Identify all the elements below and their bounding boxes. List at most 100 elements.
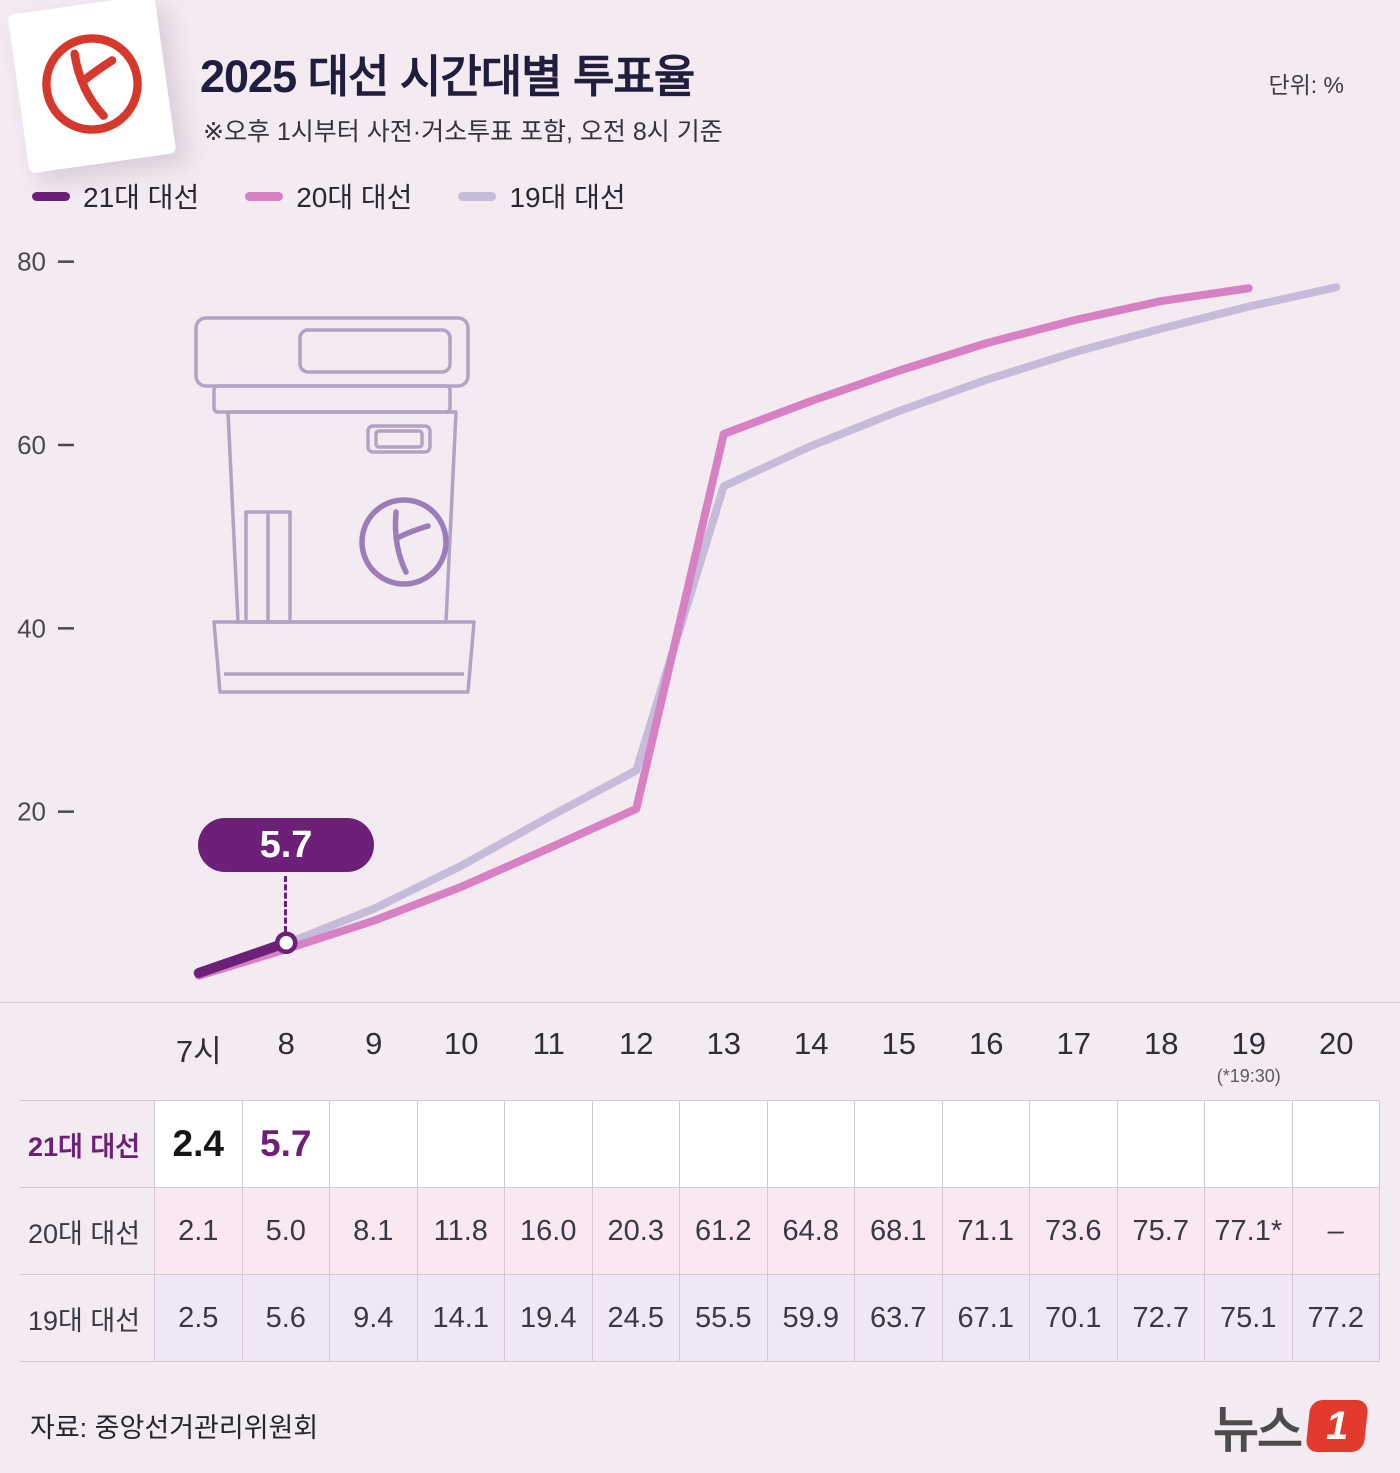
table-cell: 16.0 [505,1188,593,1274]
legend-swatch-21 [32,191,70,201]
y-axis-tick-label: 20 [17,797,46,827]
ballot-box-illustration [194,316,476,694]
news1-logo-text: 뉴스 [1213,1402,1303,1458]
table-cell: 71.1 [942,1188,1030,1274]
table-cell: 5.7 [242,1101,330,1187]
news1-logo-mark: 1 [1305,1400,1369,1452]
chart-table-divider [0,1002,1400,1003]
hour-header: 7시 [175,1034,222,1069]
election-mark-icon [42,34,142,134]
table-row: 19대 대선 2.5 5.6 9.4 14.1 19.4 24.5 55.5 59.9 63.7 6… [20,1275,1380,1362]
legend-label: 19대 대선 [509,182,626,213]
table-cell: 75.7 [1117,1188,1205,1274]
legend-item-20: 20대 대선 [245,176,412,216]
ballot-box-mark-icon [359,497,449,587]
table-cell [855,1101,943,1187]
table-cell [505,1101,593,1187]
table-cell [680,1101,768,1187]
news1-logo: 뉴스 1 [1213,1390,1369,1462]
hour-header: 18 [1144,1026,1179,1061]
legend-swatch-19 [458,191,497,201]
row-label: 19대 대선 [20,1275,155,1361]
table-cell: 67.1 [942,1275,1030,1361]
hour-header: 17 [1056,1026,1091,1061]
table-cell: 55.5 [680,1275,768,1361]
table-cell: 24.5 [592,1275,680,1361]
hour-header: 16 [969,1026,1004,1061]
table-cell: 11.8 [417,1188,505,1274]
chart-legend: 21대 대선 20대 대선 19대 대선 [32,176,626,216]
table-cell: 63.7 [855,1275,943,1361]
hour-header: 14 [794,1026,829,1061]
table-cell: 77.2 [1292,1275,1380,1361]
table-cell: 73.6 [1030,1188,1118,1274]
table-cell: 77.1* [1205,1188,1293,1274]
hour-header: 12 [619,1026,654,1061]
unit-label: 단위: % [1268,72,1344,98]
page-subtitle: ※오후 1시부터 사전·거소투표 포함, 오전 8시 기준 [203,118,723,146]
legend-item-19: 19대 대선 [458,176,626,216]
table-row: 21대 대선 2.4 5.7 [20,1101,1380,1188]
legend-label: 20대 대선 [296,182,413,213]
table-cell: 19.4 [505,1275,593,1361]
table-cell: 20.3 [592,1188,680,1274]
table-cell: – [1292,1188,1380,1274]
hour-header: 10 [444,1026,479,1061]
table-cell [942,1101,1030,1187]
y-axis-tick-label: 80 [17,247,46,277]
election-logo-card [7,0,177,174]
legend-swatch-20 [245,191,284,201]
hour-header: 9 [365,1026,383,1061]
table-cell: 2.5 [155,1275,243,1361]
hour-header: 15 [881,1026,916,1061]
table-cell: 2.4 [155,1101,243,1187]
series-line-20대 대선 [194,284,1253,980]
page-title: 2025 대선 시간대별 투표율 [200,51,695,102]
table-cell: 75.1 [1205,1275,1293,1361]
series-line-19대 대선 [194,283,1341,977]
table-row: 20대 대선 2.1 5.0 8.1 11.8 16.0 20.3 61.2 64.8 68.1 7… [20,1188,1380,1275]
row-label: 21대 대선 [20,1101,155,1187]
table-cell [1117,1101,1205,1187]
table-cell: 5.0 [242,1188,330,1274]
table-cell: 2.1 [155,1188,243,1274]
turnout-table: 21대 대선 2.4 5.7 20대 대선 2.1 5.0 8.1 11.8 16.0 20.3 6… [20,1100,1380,1362]
table-cell: 59.9 [767,1275,855,1361]
hour-header: 8 [277,1026,295,1061]
table-cell: 72.7 [1117,1275,1205,1361]
news1-logo-one: 1 [1325,1403,1349,1448]
hour-header: 19 (*19:30) [1205,1018,1293,1086]
table-cell: 70.1 [1030,1275,1118,1361]
table-cell: 8.1 [330,1188,418,1274]
hour-header: 11 [532,1026,565,1061]
callout-point-marker [275,931,298,954]
callout-leader-line [284,876,287,932]
turnout-line-chart: 20 40 60 80 [17,247,1341,980]
table-cell: 68.1 [855,1188,943,1274]
table-cell [417,1101,505,1187]
callout-value-badge: 5.7 [198,818,374,872]
row-label: 20대 대선 [20,1188,155,1274]
table-cell [330,1101,418,1187]
table-cell [1205,1101,1293,1187]
hours-row: 7시 8 9 10 11 12 13 14 15 16 17 18 19 (*19:30) 20 [20,1018,1380,1086]
table-cell [767,1101,855,1187]
table-cell [592,1101,680,1187]
table-cell: 5.6 [242,1275,330,1361]
table-cell [1292,1101,1380,1187]
source-note: 자료: 중앙선거관리위원회 [30,1413,319,1443]
table-cell: 14.1 [417,1275,505,1361]
table-cell: 64.8 [767,1188,855,1274]
series-line-21대 대선 [193,937,292,978]
hour-header: 13 [706,1026,741,1061]
y-axis-tick-label: 40 [17,613,46,643]
legend-label: 21대 대선 [83,182,200,213]
hour-note: (*19:30) [1216,1066,1281,1086]
table-cell: 61.2 [680,1188,768,1274]
y-axis-tick-label: 60 [17,430,46,460]
table-cell: 9.4 [330,1275,418,1361]
table-cell [1030,1101,1118,1187]
hour-header: 20 [1319,1026,1354,1061]
hours-spacer [20,1018,155,1071]
